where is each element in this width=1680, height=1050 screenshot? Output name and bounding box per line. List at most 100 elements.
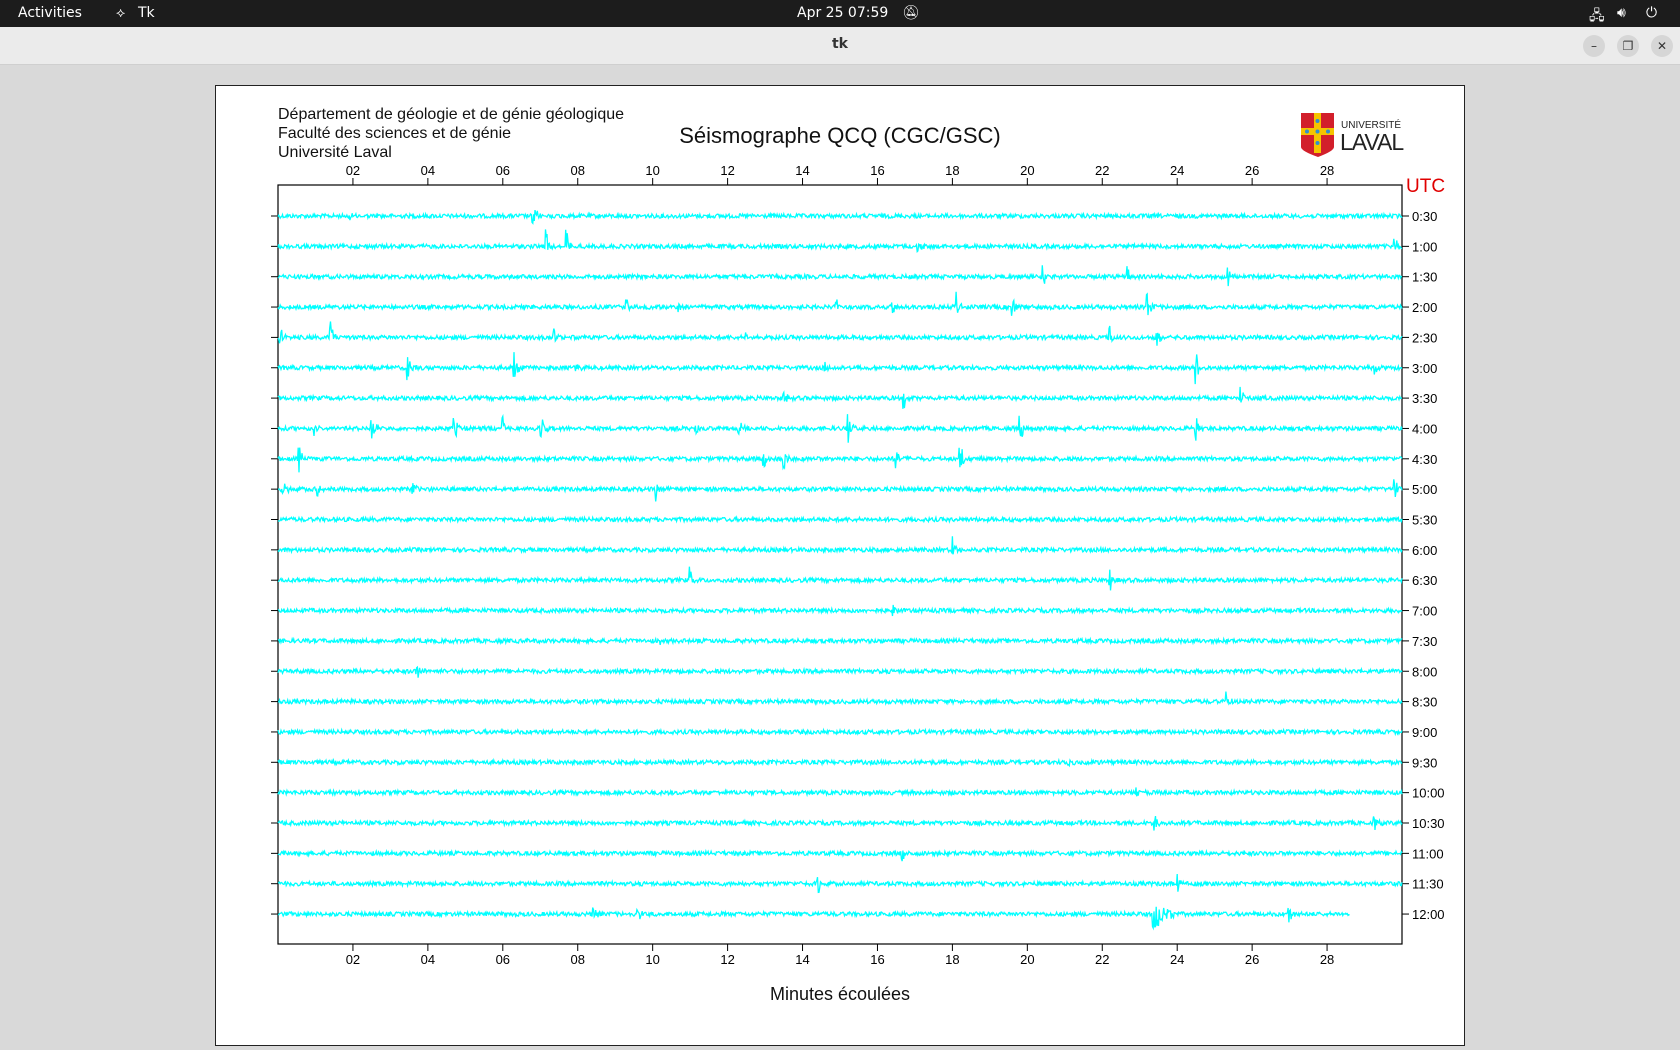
logo-text-top: UNIVERSITÉ [1341,118,1401,131]
trace-5:00 [278,479,1403,502]
row-time-label: 6:30 [1412,573,1437,588]
trace-3:00 [277,352,1403,385]
row-time-label: 5:30 [1412,513,1437,528]
activities-button[interactable]: Activities [18,5,82,21]
trace-6:00 [277,536,1403,555]
row-time-label: 4:30 [1412,452,1437,467]
clock[interactable]: Apr 25 07:59 [797,5,889,21]
x-tick-label-bottom: 14 [795,952,809,967]
x-tick-label-bottom: 02 [346,952,360,967]
x-tick-label-top: 20 [1020,163,1034,178]
header-line-department: Département de géologie et de génie géol… [278,106,625,123]
trace-1:30 [277,265,1403,287]
seismograph-canvas: Département de géologie et de génie géol… [215,85,1465,1046]
x-tick-label-bottom: 20 [1020,952,1034,967]
row-time-label: 6:00 [1412,543,1437,558]
row-time-label: 10:30 [1412,816,1445,831]
trace-11:00 [277,848,1403,862]
x-tick-label-bottom: 10 [645,952,659,967]
universite-laval-logo: UNIVERSITÉ LAVAL [1301,113,1405,157]
x-tick-label-top: 12 [720,163,734,178]
plot-border [277,184,1403,945]
x-tick-label-bottom: 22 [1095,952,1109,967]
x-tick-label-top: 08 [570,163,584,178]
trace-8:00 [277,665,1403,678]
row-time-label: 11:00 [1412,846,1444,861]
row-time-label: 8:30 [1412,695,1437,710]
trace-3:30 [277,386,1403,409]
x-tick-label-bottom: 24 [1170,952,1184,967]
x-tick-label-top: 18 [945,163,959,178]
trace-9:00 [277,727,1403,737]
trace-6:30 [277,566,1403,591]
minimize-button[interactable]: – [1583,35,1605,57]
trace-12:00 [277,906,1350,931]
utc-label: UTC [1406,176,1446,197]
x-tick-label-bottom: 26 [1245,952,1259,967]
top-bar: Activities ⟡ Tk Apr 25 07:59 🔕︎ 🖧 🔊︎ ⏻ [0,0,1680,27]
row-time-label: 3:00 [1412,361,1437,376]
row-time-label: 11:30 [1412,877,1444,892]
trace-7:00 [277,604,1403,617]
trace-4:30 [277,447,1403,473]
trace-2:00 [277,291,1403,316]
header-line-faculty: Faculté des sciences et de génie [278,125,512,142]
trace-0:30 [277,209,1403,225]
tk-feather-icon: ⟡ [116,5,126,21]
x-tick-label-top: 28 [1320,163,1334,178]
row-time-label: 7:30 [1412,634,1437,649]
row-time-label: 1:00 [1412,239,1437,254]
row-time-label: 7:00 [1412,604,1437,619]
row-time-label: 2:30 [1412,330,1437,345]
trace-4:00 [277,413,1403,443]
bell-off-icon[interactable]: 🔕︎ [902,5,920,21]
x-tick-label-top: 06 [496,163,510,178]
row-time-label: 12:00 [1412,907,1445,922]
x-tick-label-top: 16 [870,163,884,178]
x-tick-label-bottom: 08 [570,952,584,967]
trace-5:30 [277,515,1403,525]
row-time-label: 8:00 [1412,664,1437,679]
x-tick-label-bottom: 16 [870,952,884,967]
row-time-label: 3:30 [1412,391,1437,406]
trace-8:30 [277,691,1403,707]
x-axis-label: Minutes écoulées [769,984,911,1004]
window-titlebar: tk – ❐ ✕ [0,27,1680,65]
row-time-label: 4:00 [1412,421,1437,436]
x-tick-label-top: 22 [1095,163,1109,178]
row-time-label: 5:00 [1412,482,1437,497]
x-tick-label-bottom: 18 [945,952,959,967]
trace-1:00 [277,229,1402,254]
x-tick-label-top: 26 [1245,163,1259,178]
x-tick-label-top: 04 [421,163,435,178]
trace-9:30 [277,757,1403,768]
x-tick-label-bottom: 12 [720,952,734,967]
plot-title: Séismographe QCQ (CGC/GSC) [679,123,1001,148]
row-time-label: 2:00 [1412,300,1437,315]
power-icon[interactable]: ⏻ [1646,5,1658,21]
row-time-label: 9:30 [1412,755,1437,770]
row-time-label: 9:00 [1412,725,1437,740]
row-time-label: 1:30 [1412,270,1437,285]
network-icon[interactable]: 🖧 [1589,8,1605,24]
trace-10:30 [277,815,1403,831]
header-line-university: Université Laval [278,144,392,161]
trace-2:30 [277,321,1403,346]
volume-icon[interactable]: 🔊︎ [1617,5,1626,21]
seismogram-plot: 02 02 04 04 06 06 08 08 10 10 12 12 14 14 16 16 18 18 20 20… [271,163,1445,967]
x-tick-label-top: 02 [346,163,360,178]
close-button[interactable]: ✕ [1651,35,1673,57]
x-tick-label-bottom: 28 [1320,952,1334,967]
logo-text-bottom: LAVAL [1340,129,1404,155]
x-tick-label-top: 14 [795,163,809,178]
x-tick-label-bottom: 06 [496,952,510,967]
row-time-label: 10:00 [1412,786,1445,801]
trace-10:00 [277,787,1403,798]
x-tick-label-top: 24 [1170,163,1184,178]
app-menu[interactable]: Tk [138,5,155,21]
trace-7:30 [277,636,1403,646]
x-tick-label-bottom: 04 [421,952,435,967]
trace-11:30 [277,873,1403,894]
x-tick-label-top: 10 [645,163,659,178]
maximize-button[interactable]: ❐ [1617,35,1639,57]
